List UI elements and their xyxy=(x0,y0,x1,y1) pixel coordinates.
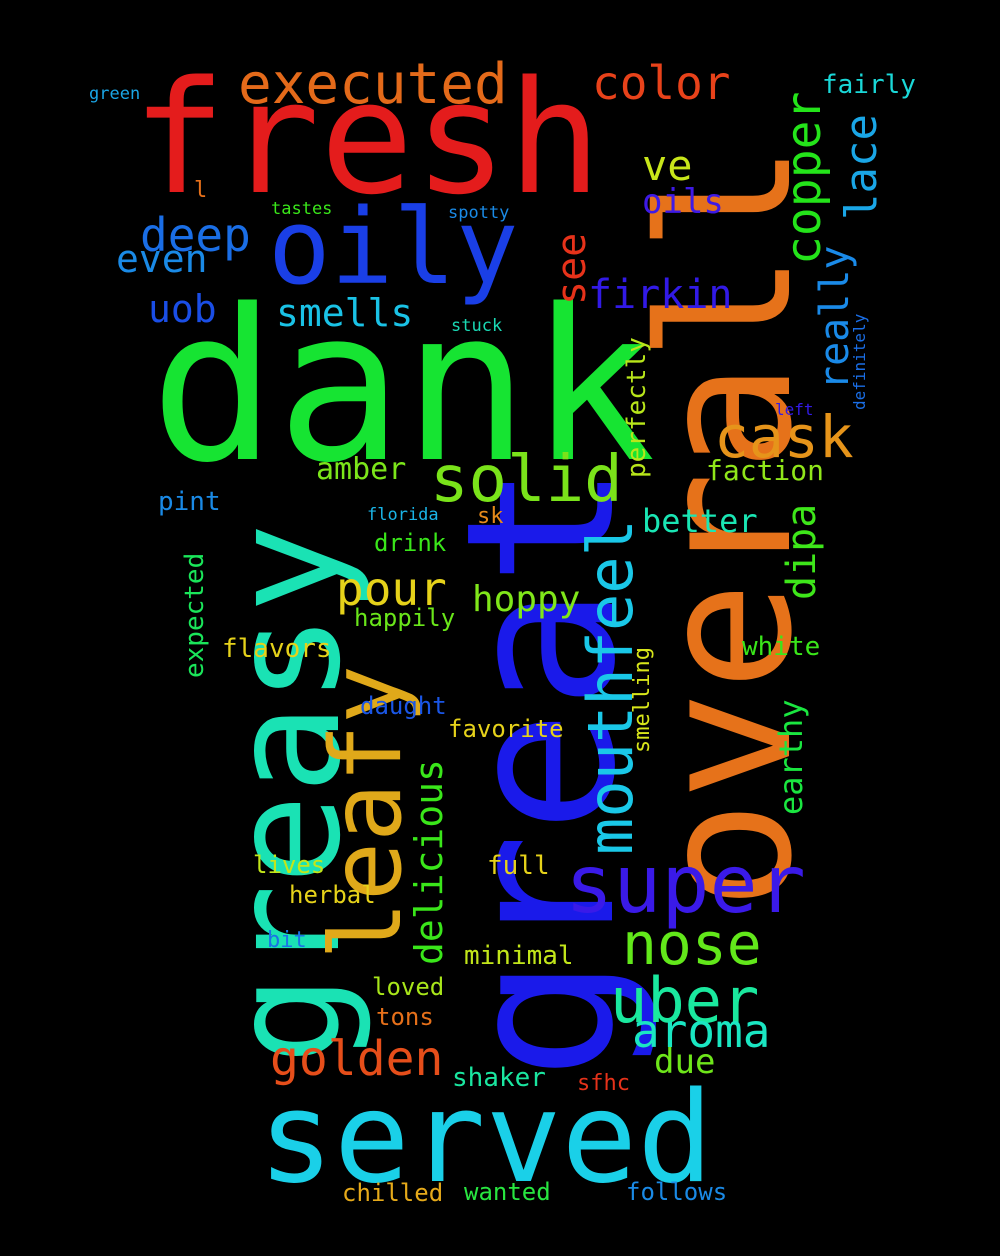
word-faction: faction xyxy=(706,454,825,487)
word-oily: oily xyxy=(268,186,519,308)
word-even: even xyxy=(116,237,208,281)
word-really: really xyxy=(812,245,858,391)
word-firkin: firkin xyxy=(588,272,733,318)
word-wanted: wanted xyxy=(464,1178,551,1206)
word-uber: uber xyxy=(610,964,760,1037)
word-expected: expected xyxy=(180,552,210,678)
word-stuck: stuck xyxy=(451,316,503,336)
word-daught: daught xyxy=(360,692,447,720)
word-sk: sk xyxy=(477,504,504,529)
word-smelling: smelling xyxy=(630,647,655,753)
word-perfectly: perfectly xyxy=(622,337,652,478)
word-earthy: earthy xyxy=(772,699,810,815)
word-florida: florida xyxy=(367,505,439,525)
word-sfhc: sfhc xyxy=(577,1071,630,1096)
word-oils: oils xyxy=(642,182,724,222)
word-shaker: shaker xyxy=(452,1063,546,1093)
word-ve: ve xyxy=(642,141,693,190)
word-solid: solid xyxy=(430,443,623,517)
word-white: white xyxy=(742,632,821,662)
word-served: served xyxy=(258,1064,714,1211)
word-tons: tons xyxy=(376,1003,434,1031)
word-loved: loved xyxy=(372,973,445,1001)
word-amber: amber xyxy=(316,452,407,487)
word-copper: copper xyxy=(776,91,832,265)
word-better: better xyxy=(642,502,758,540)
word-minimal: minimal xyxy=(464,941,574,971)
word-golden: golden xyxy=(270,1031,444,1087)
word-follows: follows xyxy=(626,1178,728,1206)
word-chilled: chilled xyxy=(342,1179,444,1207)
word-deep: deep xyxy=(140,208,251,262)
word-flavors: flavors xyxy=(222,634,332,664)
word-hoppy: hoppy xyxy=(472,579,581,620)
word-pint: pint xyxy=(158,487,221,517)
word-bit: bit xyxy=(267,928,307,953)
word-dank: dank xyxy=(150,264,656,509)
word-happily: happily xyxy=(354,604,456,632)
word-full: full xyxy=(487,851,550,881)
word-fresh: fresh xyxy=(132,47,602,229)
word-green: green xyxy=(89,84,141,104)
word-see: see xyxy=(549,232,595,305)
word-super: super xyxy=(565,838,806,931)
word-favorite: favorite xyxy=(448,715,564,743)
word-fairly: fairly xyxy=(822,70,916,100)
word-uob: uob xyxy=(148,287,217,331)
word-definitely: definitely xyxy=(850,313,869,410)
word-executed: executed xyxy=(238,52,508,117)
word-smells: smells xyxy=(276,291,414,335)
word-pour: pour xyxy=(336,562,447,616)
word-drink: drink xyxy=(374,529,447,557)
word-aroma: aroma xyxy=(632,1004,771,1058)
word-herbal: herbal xyxy=(289,881,376,909)
word-nose: nose xyxy=(622,910,762,978)
word-due: due xyxy=(654,1042,716,1082)
word-dipa: dipa xyxy=(779,503,825,600)
word-lives: lives xyxy=(253,851,326,879)
word-delicious: delicious xyxy=(407,759,451,965)
word-lace: lace xyxy=(836,114,887,220)
word-left: left xyxy=(775,400,814,419)
word-color: color xyxy=(592,56,731,110)
word-cask: cask xyxy=(714,403,854,471)
word-spotty: spotty xyxy=(448,203,510,223)
word-l: l xyxy=(194,178,208,203)
word-tastes: tastes xyxy=(271,199,333,219)
